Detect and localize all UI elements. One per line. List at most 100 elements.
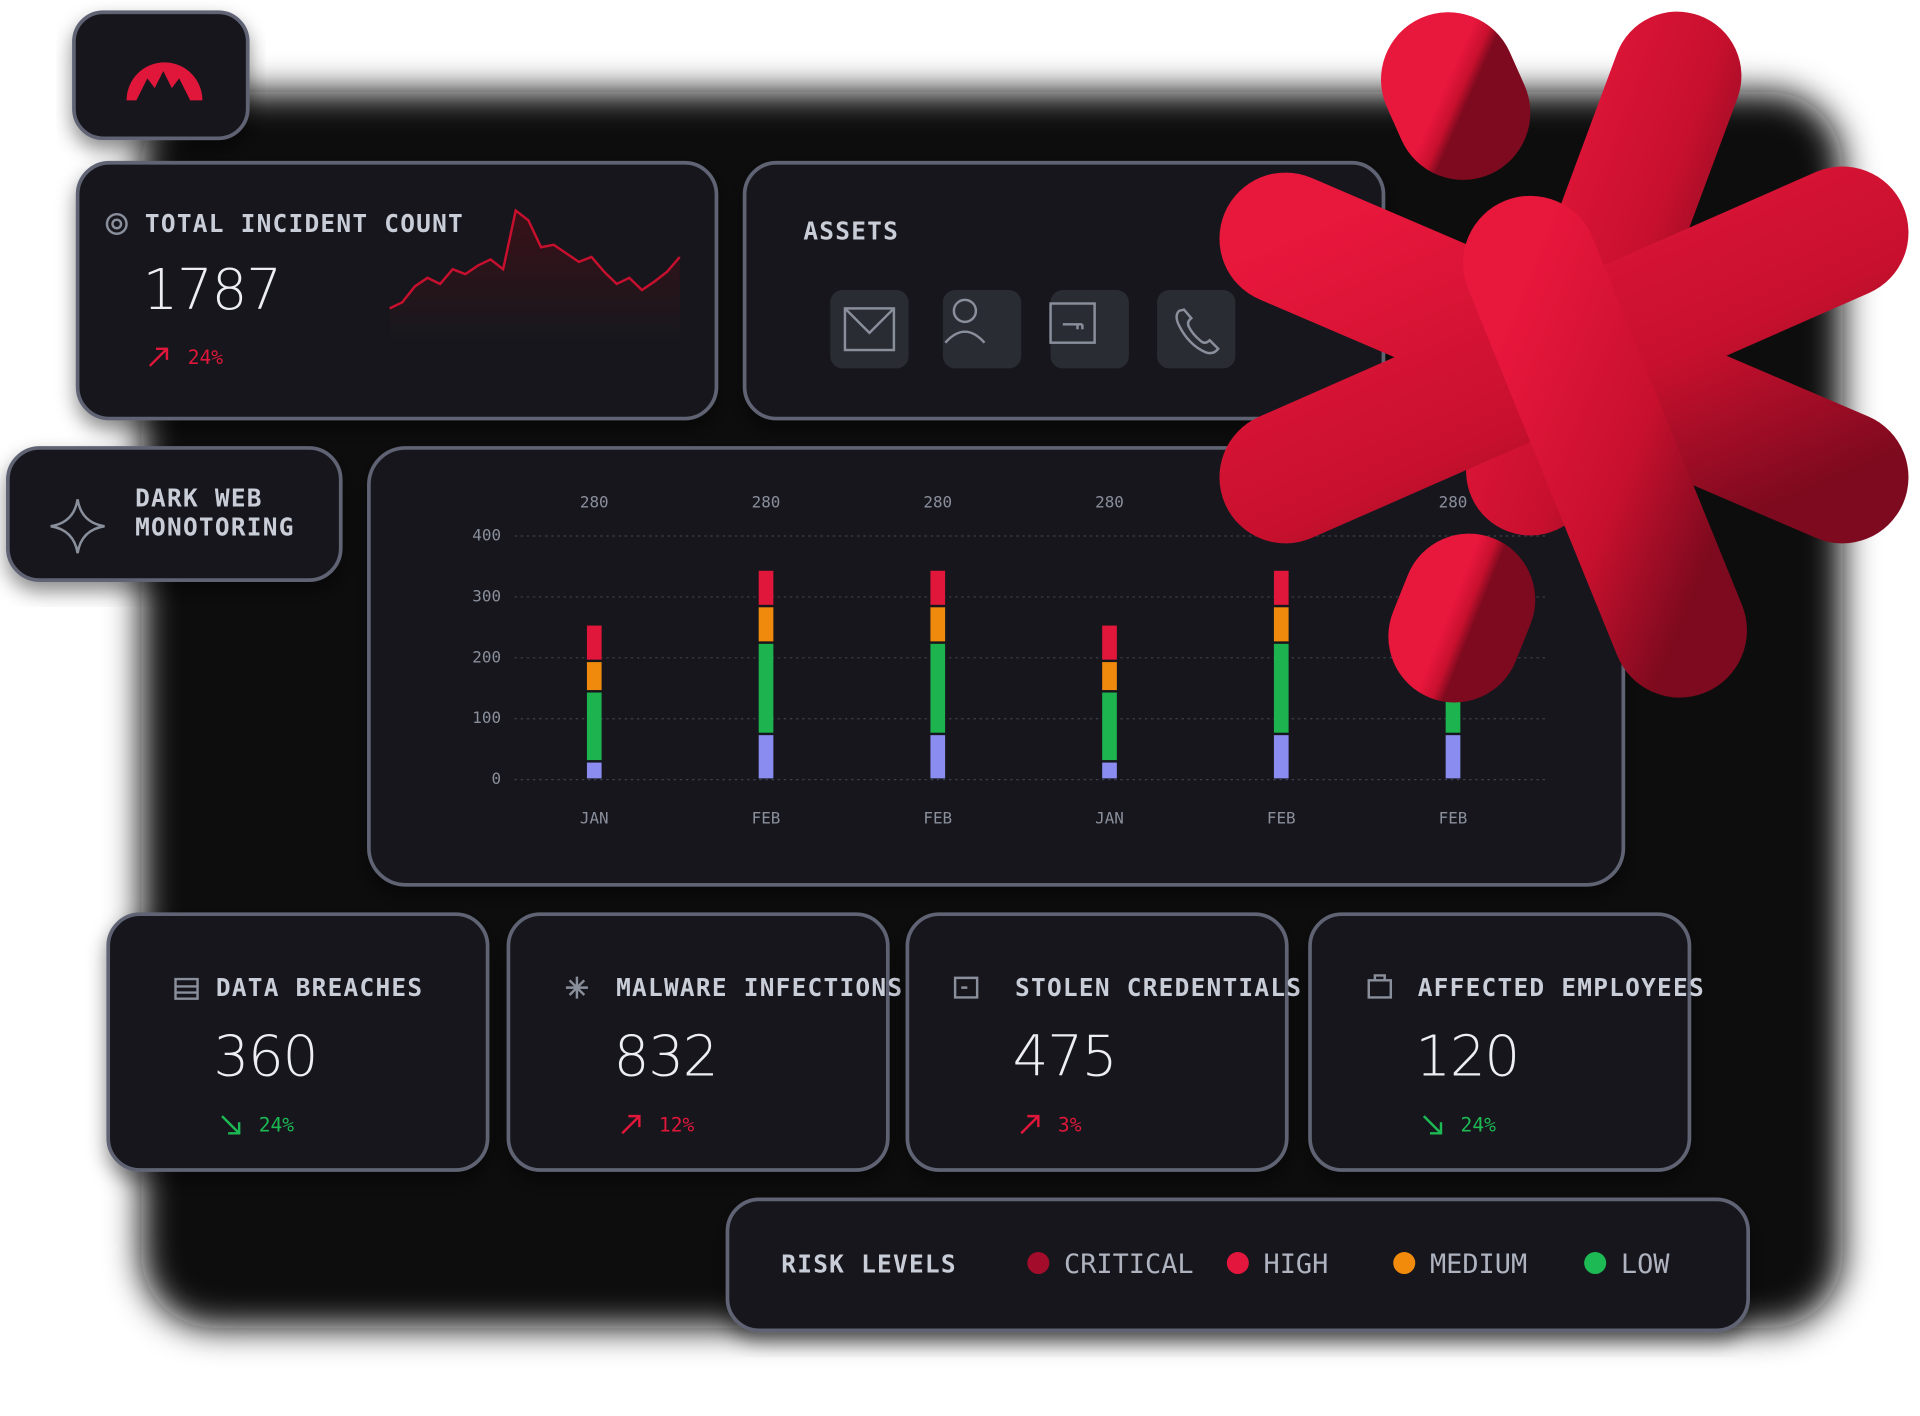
bar-segment	[586, 625, 602, 660]
stat-value: 120	[1415, 1024, 1519, 1089]
asterisk-arm	[1388, 533, 1536, 703]
risk-title: RISK LEVELS	[781, 1249, 957, 1278]
stats: DATA BREACHES 360 24% MALWARE INFECTIONS 832…	[106, 912, 1705, 1172]
stat-icon	[174, 977, 199, 1000]
bar-segment	[1273, 607, 1289, 642]
stat-card	[1308, 912, 1692, 1172]
trend-arrow	[221, 1115, 241, 1135]
x-tick-label: FEB	[923, 808, 952, 827]
trend-arrow	[148, 347, 169, 367]
incident-value: 1787	[142, 258, 280, 323]
stat-icon	[1367, 974, 1393, 999]
stat-card	[905, 912, 1289, 1172]
trend-arrow	[1422, 1115, 1443, 1135]
incident-title: TOTAL INCIDENT COUNT	[145, 209, 464, 238]
incident-icon	[105, 212, 128, 235]
asterisk-arm	[1463, 195, 1747, 698]
asterisk-logo	[1219, 11, 1909, 703]
risk-legend: CRITICAL HIGH MEDIUM LOW	[1027, 1249, 1670, 1280]
legend-label: MEDIUM	[1430, 1249, 1527, 1280]
dark-web-card	[6, 446, 343, 582]
bar-segment	[758, 735, 774, 779]
x-tick-label: JAN	[1095, 808, 1124, 827]
dark-web-title: MONOTORING	[135, 513, 295, 542]
asset-tile	[1157, 290, 1236, 369]
bar-segment	[1445, 735, 1461, 779]
bar-annotation: 280	[923, 493, 952, 512]
logo	[126, 62, 203, 101]
bar-segment	[930, 735, 946, 779]
y-tick-label: 400	[472, 526, 501, 545]
y-tick-label: 0	[491, 769, 501, 788]
asset-tile	[1050, 290, 1129, 369]
stat-card	[506, 912, 890, 1172]
bar-segment	[1102, 762, 1117, 779]
bar-segment	[586, 762, 602, 779]
user-icon	[952, 298, 978, 324]
trend-arrow	[621, 1114, 641, 1135]
bar-segment	[930, 570, 946, 605]
bar-segment	[1102, 692, 1117, 761]
y-tick-label: 300	[472, 586, 501, 605]
asset-icons	[830, 290, 1236, 369]
bar-segment	[586, 692, 602, 761]
bar-segment	[930, 643, 946, 733]
legend-label: HIGH	[1264, 1249, 1329, 1280]
bar-annotation: 280	[752, 493, 781, 512]
x-tick-label: JAN	[580, 808, 609, 827]
bar-segment	[1273, 570, 1289, 605]
mail-icon	[844, 307, 895, 335]
bar-segment	[1273, 643, 1289, 733]
incident-card	[75, 160, 719, 421]
legend-dot	[1027, 1252, 1050, 1275]
stat-value: 475	[1013, 1024, 1117, 1089]
x-tick-label: FEB	[752, 808, 781, 827]
bar-segment	[1102, 662, 1117, 691]
stat-title: AFFECTED EMPLOYEES	[1418, 973, 1705, 1002]
bar-segment	[1273, 735, 1289, 779]
bar-annotation: 280	[1095, 493, 1124, 512]
dark-web-title: DARK WEB	[135, 483, 263, 512]
legend-label: CRITICAL	[1064, 1249, 1194, 1280]
stat-change: 3%	[1058, 1113, 1082, 1136]
x-tick-label: FEB	[1267, 808, 1296, 827]
bar-segment	[586, 662, 602, 691]
stat-change: 12%	[659, 1113, 695, 1136]
stat-value: 360	[213, 1024, 317, 1089]
x-tick-label: FEB	[1439, 808, 1468, 827]
stat-value: 832	[614, 1024, 718, 1089]
bar-annotation: 280	[580, 493, 609, 512]
sparkline	[389, 208, 681, 310]
stat-title: STOLEN CREDENTIALS	[1015, 973, 1302, 1002]
legend-label: LOW	[1621, 1249, 1670, 1280]
stat-card	[106, 912, 490, 1172]
incident-icon	[111, 218, 123, 230]
key-icon	[1062, 323, 1084, 330]
stat-change: 24%	[259, 1113, 295, 1136]
y-tick-label: 200	[472, 647, 501, 666]
key-icon	[1049, 302, 1096, 344]
bar-segment	[758, 570, 774, 605]
asterisk-arm	[1381, 12, 1531, 180]
stat-icon	[953, 976, 979, 999]
legend-dot	[1584, 1252, 1607, 1275]
phone-icon	[1175, 308, 1220, 355]
stat-title: DATA BREACHES	[216, 973, 423, 1002]
asset-tile	[830, 290, 909, 369]
bar-segment	[758, 607, 774, 642]
stat-icon	[565, 976, 588, 999]
trend-arrow	[1020, 1114, 1040, 1135]
bar-segment	[930, 607, 946, 642]
bar-segment	[1102, 625, 1117, 660]
asset-tile	[942, 290, 1022, 369]
legend-dot	[1393, 1252, 1416, 1275]
dark-web-icon	[50, 499, 105, 554]
bar-segment	[758, 643, 774, 733]
assets-title: ASSETS	[803, 217, 899, 246]
sparkline-area	[389, 210, 680, 338]
mail-icon	[843, 307, 896, 352]
bar-annotation: 280	[1439, 493, 1468, 512]
